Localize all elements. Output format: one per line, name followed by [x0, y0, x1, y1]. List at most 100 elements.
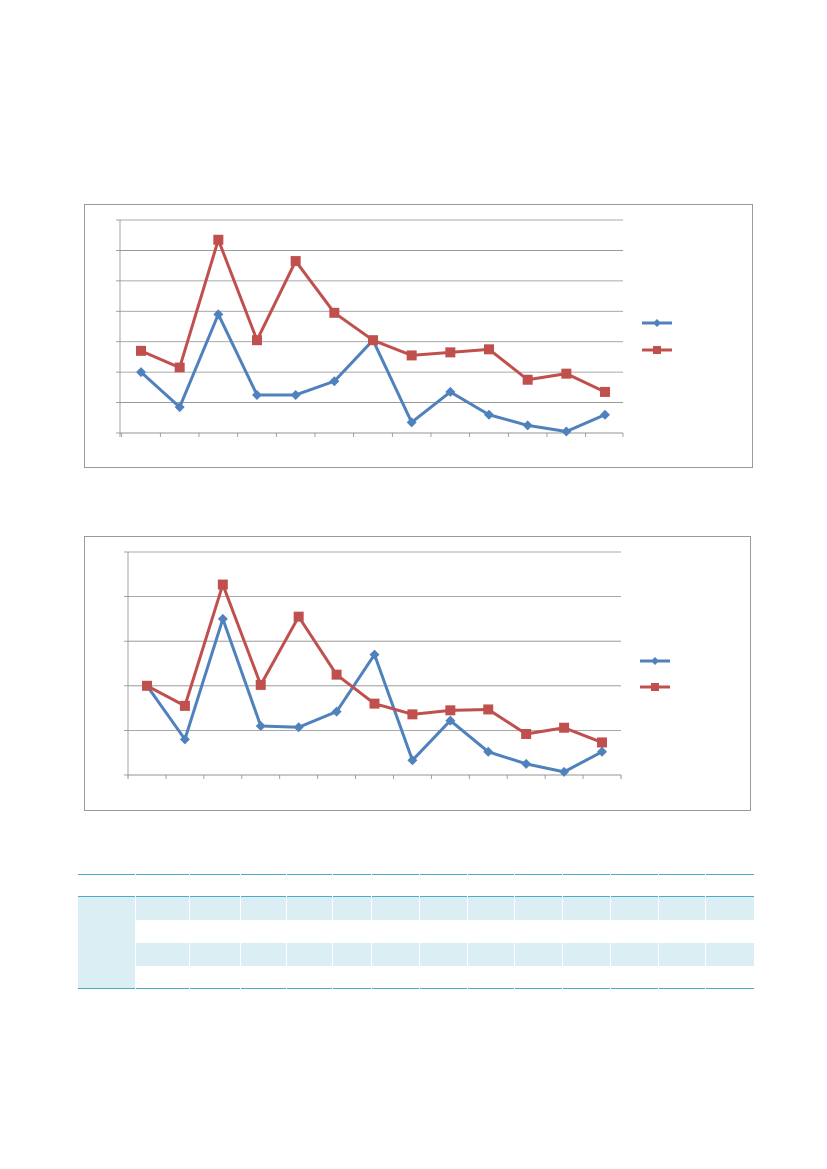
table-cell — [240, 896, 288, 920]
series-2-point — [293, 611, 304, 622]
table-cell — [610, 919, 659, 943]
table-row — [78, 896, 755, 920]
series-1-point — [407, 755, 418, 766]
table-cell — [240, 965, 288, 989]
series-2-point — [597, 737, 607, 748]
series-2-point — [484, 344, 494, 355]
table-cell — [514, 942, 564, 966]
table-header-cell — [332, 874, 373, 897]
series-1-point — [521, 758, 532, 769]
table-cell — [286, 896, 333, 920]
series-1-point — [174, 402, 185, 413]
series-1-point — [597, 746, 607, 757]
series-2-point — [445, 705, 456, 716]
table-header-cell — [240, 874, 288, 897]
table-cell — [189, 965, 242, 989]
series-2-line — [146, 583, 603, 744]
table-header-cell — [371, 874, 420, 897]
table-cell — [332, 965, 373, 989]
series-1-point — [445, 715, 456, 726]
series-1-point — [329, 376, 340, 387]
series-1-point — [483, 746, 494, 757]
table-header-cell — [286, 874, 333, 897]
series-1-point — [522, 420, 533, 431]
table-cell — [562, 965, 611, 989]
series-2-point — [329, 307, 340, 318]
table-header-cell — [610, 874, 659, 897]
series-2-point — [174, 362, 185, 373]
table-cell — [610, 896, 659, 920]
series-1-point — [293, 722, 304, 733]
series-1-point — [331, 706, 342, 717]
table-cell — [419, 896, 468, 920]
series-2-point — [522, 374, 533, 385]
table-header-cell — [562, 874, 611, 897]
table-cell — [135, 919, 190, 943]
table-cell — [467, 942, 516, 966]
table-cell — [332, 896, 373, 920]
series-1-point — [484, 409, 494, 420]
series-1-point — [217, 613, 228, 624]
series-2-point — [213, 234, 224, 245]
table-header-cell — [419, 874, 468, 897]
table-cell — [705, 896, 755, 920]
table-cell — [514, 965, 564, 989]
series-1-point — [136, 367, 146, 378]
series-1-point — [561, 426, 572, 437]
legend-marker-1 — [651, 657, 659, 665]
series-2-point — [406, 350, 417, 361]
table-cell — [286, 919, 333, 943]
table-cell — [286, 965, 333, 989]
series-2-point — [483, 704, 494, 715]
series-1-point — [369, 649, 380, 660]
table-cell — [467, 919, 516, 943]
series-2-point — [600, 386, 610, 397]
series-2-point — [217, 579, 228, 590]
series-2-point — [179, 700, 190, 711]
series-1-point — [600, 409, 610, 420]
table-header-row — [78, 874, 755, 897]
table-cell — [189, 942, 242, 966]
table-header-cell — [189, 874, 242, 897]
table-cell — [467, 896, 516, 920]
table-cell — [562, 942, 611, 966]
table-row-header — [78, 942, 136, 966]
series-2-point — [369, 698, 380, 709]
series-2-point — [561, 368, 572, 379]
legend-marker-2 — [651, 683, 659, 691]
table-cell — [658, 896, 707, 920]
table-cell — [610, 965, 659, 989]
table-cell — [419, 919, 468, 943]
table-row-header — [78, 919, 136, 943]
table-cell — [189, 919, 242, 943]
table-cell — [135, 896, 190, 920]
chart-2-plot — [124, 551, 670, 779]
series-2-point — [136, 345, 146, 356]
series-2-line — [140, 238, 606, 394]
table-cell — [658, 965, 707, 989]
table-cell — [705, 942, 755, 966]
table-cell — [332, 942, 373, 966]
series-2-point — [407, 709, 418, 720]
series-2-point — [331, 669, 342, 680]
table-header-cell — [467, 874, 516, 897]
table-row-header — [78, 896, 136, 920]
series-2-point — [445, 347, 456, 358]
table-cell — [419, 965, 468, 989]
series-1-point — [290, 389, 301, 400]
series-1-point — [406, 417, 417, 428]
table-row — [78, 965, 755, 989]
series-1-point — [252, 389, 262, 400]
series-2-point — [559, 722, 570, 733]
series-1-line — [139, 312, 606, 433]
series-1-point — [213, 309, 224, 320]
table-cell — [286, 942, 333, 966]
data-table-grid — [78, 874, 755, 989]
table-cell — [658, 919, 707, 943]
table-header-cell — [135, 874, 190, 897]
table-row — [78, 942, 755, 966]
series-2-point — [290, 256, 301, 267]
table-header-cell — [514, 874, 564, 897]
table-cell — [658, 942, 707, 966]
chart-2 — [84, 536, 751, 811]
